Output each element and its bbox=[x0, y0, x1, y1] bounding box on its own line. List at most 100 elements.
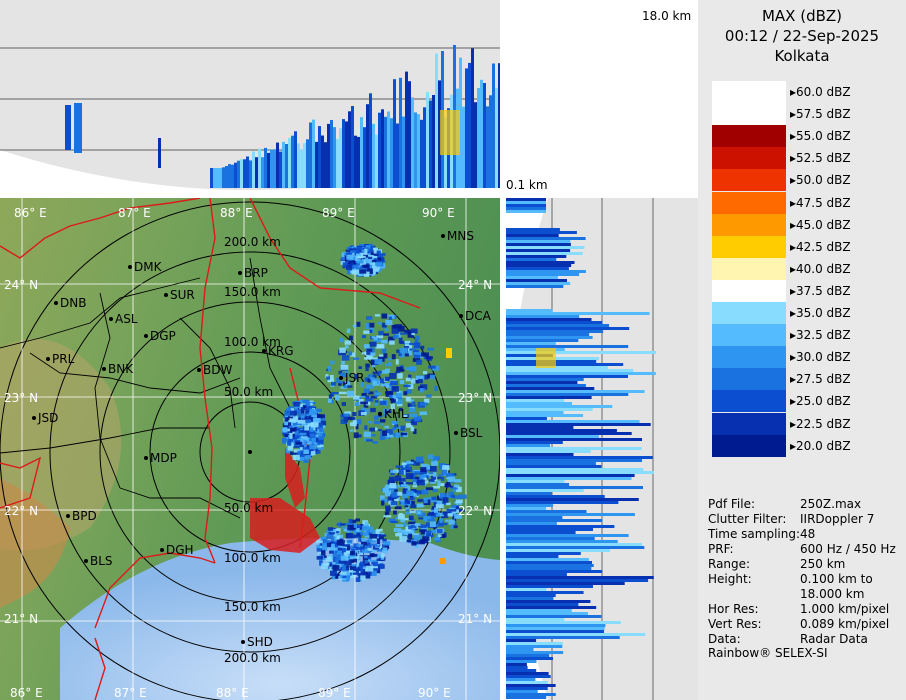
station-label: PRL bbox=[52, 352, 75, 366]
legend-label: ▸22.5 dBZ bbox=[790, 416, 851, 431]
legend-swatch bbox=[712, 346, 786, 369]
top-echo-bars bbox=[65, 45, 500, 189]
station-dot bbox=[128, 265, 132, 269]
lon-label-bottom: 88° E bbox=[216, 686, 249, 700]
range-label-north: 150.0 km bbox=[224, 285, 281, 299]
legend-swatch bbox=[712, 412, 786, 435]
station-dot bbox=[164, 293, 168, 297]
legend-label: ▸30.0 dBZ bbox=[790, 350, 851, 365]
legend-label: ▸47.5 dBZ bbox=[790, 195, 851, 210]
station-dot bbox=[109, 317, 113, 321]
legend-label: ▸52.5 dBZ bbox=[790, 151, 851, 166]
info-value: 18.000 km bbox=[800, 587, 865, 601]
station-label: JSR bbox=[344, 371, 365, 385]
station-label: JSD bbox=[37, 411, 58, 425]
delta-coast bbox=[250, 448, 320, 553]
range-label-north: 100.0 km bbox=[224, 335, 281, 349]
radar-map: 86° E 87° E 88° E 89° E 90° E 86° E 87° E 88° … bbox=[0, 198, 500, 700]
range-label-north: 50.0 km bbox=[224, 385, 273, 399]
legend-label: ▸57.5 dBZ bbox=[790, 107, 851, 122]
legend-swatch bbox=[712, 125, 786, 148]
station-label: BNK bbox=[108, 362, 134, 376]
top-cross-section-plot bbox=[0, 45, 500, 198]
legend-swatch bbox=[712, 191, 786, 214]
station-label: DNB bbox=[60, 296, 86, 310]
info-value: 0.089 km/pixel bbox=[800, 617, 890, 631]
station-dot bbox=[144, 456, 148, 460]
legend-swatch bbox=[712, 81, 786, 103]
legend-label: ▸35.0 dBZ bbox=[790, 306, 851, 320]
range-label-south: 100.0 km bbox=[224, 551, 281, 565]
info-key: Data: bbox=[708, 632, 741, 646]
legend-swatch bbox=[712, 324, 786, 347]
info-value: IIRDoppler 7 bbox=[800, 512, 875, 526]
station-dot bbox=[84, 559, 88, 563]
legend-swatch bbox=[712, 368, 786, 391]
side-cross-section bbox=[500, 198, 698, 700]
radar-echoes bbox=[281, 243, 467, 582]
lon-label-bottom: 90° E bbox=[418, 686, 451, 700]
station-dot bbox=[241, 640, 245, 644]
range-label-south: 150.0 km bbox=[224, 600, 281, 614]
lat-label-right: 24° N bbox=[458, 278, 492, 292]
lon-label-top: 87° E bbox=[118, 206, 151, 220]
legend-swatch bbox=[712, 147, 786, 170]
height-bottom-label: 0.1 km bbox=[506, 178, 548, 192]
radar-map-plot: 86° E 87° E 88° E 89° E 90° E 86° E 87° E 88° … bbox=[0, 198, 500, 700]
station-label: BSL bbox=[460, 426, 483, 440]
top-cross-section bbox=[0, 0, 500, 198]
station-dot bbox=[102, 367, 106, 371]
station-label: ASL bbox=[115, 312, 138, 326]
info-key: Range: bbox=[708, 557, 751, 571]
station-label: DCA bbox=[465, 309, 492, 323]
lat-label-left: 23° N bbox=[4, 391, 38, 405]
legend-label: ▸25.0 dBZ bbox=[790, 394, 851, 409]
product-title: MAX (dBZ) bbox=[761, 7, 843, 25]
range-label-north: 200.0 km bbox=[224, 235, 281, 249]
station-label: KRG bbox=[268, 344, 294, 358]
datetime: 00:12 / 22-Sep-2025 bbox=[724, 27, 880, 45]
legend-swatch bbox=[712, 235, 786, 258]
station-label: SHD bbox=[247, 635, 273, 649]
station-dot bbox=[32, 416, 36, 420]
station-label: SUR bbox=[170, 288, 195, 302]
district-boundaries bbox=[0, 257, 291, 519]
info-key: Time sampling: bbox=[708, 527, 801, 541]
legend-label: ▸50.0 dBZ bbox=[790, 173, 851, 188]
lat-label-left: 21° N bbox=[4, 612, 38, 626]
lon-label-bottom: 87° E bbox=[114, 686, 147, 700]
lon-label-top: 86° E bbox=[14, 206, 47, 220]
info-key: Pdf File: bbox=[708, 497, 756, 511]
lon-label-top: 89° E bbox=[322, 206, 355, 220]
range-label-south: 200.0 km bbox=[224, 651, 281, 665]
station-label: BRP bbox=[244, 266, 268, 280]
lat-label-left: 24° N bbox=[4, 278, 38, 292]
lat-label-right: 23° N bbox=[458, 391, 492, 405]
station-dot bbox=[46, 357, 50, 361]
info-value: Radar Data bbox=[800, 632, 868, 646]
station-dot bbox=[144, 334, 148, 338]
legend-label: ▸32.5 dBZ bbox=[790, 328, 851, 343]
legend-swatch bbox=[712, 434, 786, 457]
station-dot bbox=[441, 234, 445, 238]
station-name: Kolkata bbox=[774, 47, 830, 65]
station-label: DGH bbox=[166, 543, 194, 557]
station-dot bbox=[54, 301, 58, 305]
info-key: Clutter Filter: bbox=[708, 512, 787, 526]
height-top-label: 18.0 km bbox=[642, 9, 692, 23]
info-value: 0.100 km to bbox=[800, 572, 873, 586]
legend-label: ▸55.0 dBZ bbox=[790, 129, 851, 144]
info-key: Vert Res: bbox=[708, 617, 762, 631]
station-dot bbox=[378, 412, 382, 416]
lon-label-top: 88° E bbox=[220, 206, 253, 220]
info-value: 1.000 km/pixel bbox=[800, 602, 890, 616]
station-dot bbox=[66, 514, 70, 518]
station-dot bbox=[197, 368, 201, 372]
station-dot bbox=[454, 431, 458, 435]
range-label-south: 50.0 km bbox=[224, 501, 273, 515]
info-value: 250 km bbox=[800, 557, 846, 571]
legend-swatch bbox=[712, 257, 786, 280]
station-label: DGP bbox=[150, 329, 176, 343]
info-value: 600 Hz / 450 Hz bbox=[800, 542, 896, 556]
station-dot bbox=[160, 548, 164, 552]
